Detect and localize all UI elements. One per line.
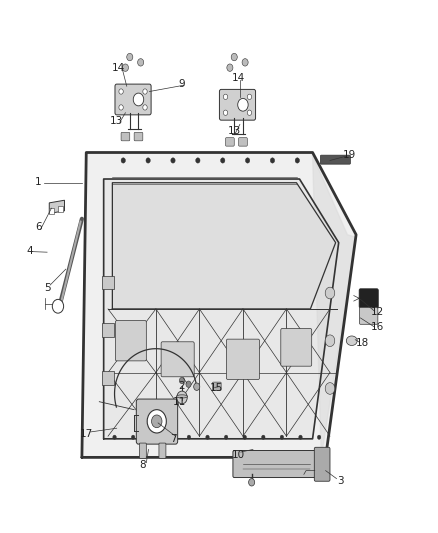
Circle shape (325, 287, 335, 299)
Circle shape (143, 105, 147, 110)
Bar (102, 276, 114, 289)
Circle shape (223, 94, 228, 100)
FancyBboxPatch shape (321, 155, 350, 164)
Text: 19: 19 (343, 150, 356, 160)
Bar (102, 371, 114, 385)
Circle shape (227, 64, 233, 71)
Text: 11: 11 (173, 397, 187, 407)
Circle shape (113, 435, 116, 439)
Text: 7: 7 (170, 434, 177, 444)
Text: 17: 17 (80, 429, 93, 439)
FancyBboxPatch shape (212, 382, 221, 391)
Circle shape (242, 59, 248, 66)
Circle shape (223, 110, 228, 115)
Circle shape (119, 89, 123, 94)
Circle shape (261, 435, 265, 439)
Circle shape (146, 158, 150, 163)
Circle shape (186, 381, 191, 387)
Text: 18: 18 (356, 338, 369, 349)
Circle shape (177, 391, 187, 404)
Circle shape (221, 158, 225, 163)
FancyBboxPatch shape (121, 132, 130, 141)
Circle shape (325, 383, 335, 394)
Circle shape (206, 435, 209, 439)
Circle shape (299, 435, 302, 439)
FancyBboxPatch shape (139, 443, 146, 458)
FancyBboxPatch shape (281, 328, 312, 366)
Polygon shape (104, 179, 339, 439)
Text: 9: 9 (179, 78, 185, 88)
FancyBboxPatch shape (226, 138, 234, 146)
Circle shape (325, 335, 335, 346)
Ellipse shape (346, 336, 357, 345)
Circle shape (270, 158, 275, 163)
Circle shape (119, 105, 123, 110)
Circle shape (243, 435, 247, 439)
Text: 5: 5 (44, 282, 50, 293)
Circle shape (171, 158, 175, 163)
Circle shape (247, 110, 252, 115)
Text: 12: 12 (371, 306, 385, 317)
Text: 15: 15 (210, 383, 223, 393)
Circle shape (194, 383, 200, 390)
Bar (49, 208, 54, 214)
Polygon shape (82, 152, 356, 457)
Circle shape (152, 415, 162, 427)
Circle shape (238, 99, 248, 111)
FancyBboxPatch shape (116, 320, 146, 361)
Circle shape (245, 158, 250, 163)
FancyBboxPatch shape (159, 443, 166, 458)
Circle shape (131, 435, 135, 439)
Circle shape (122, 64, 128, 71)
Text: 3: 3 (338, 477, 344, 486)
Circle shape (318, 435, 321, 439)
Polygon shape (313, 155, 356, 457)
FancyBboxPatch shape (360, 308, 378, 324)
Text: 1: 1 (35, 176, 42, 187)
Circle shape (143, 89, 147, 94)
Circle shape (231, 53, 237, 61)
FancyBboxPatch shape (115, 84, 151, 115)
Text: 14: 14 (232, 73, 245, 83)
FancyBboxPatch shape (226, 339, 259, 379)
Circle shape (196, 158, 200, 163)
FancyBboxPatch shape (134, 132, 143, 141)
Text: 10: 10 (232, 450, 245, 460)
Circle shape (280, 435, 284, 439)
Text: 13: 13 (110, 116, 124, 126)
Circle shape (52, 300, 64, 313)
Bar (102, 323, 114, 337)
Circle shape (127, 53, 133, 61)
Circle shape (150, 435, 153, 439)
Text: 16: 16 (371, 322, 385, 333)
Circle shape (180, 377, 185, 384)
Text: 4: 4 (26, 246, 33, 256)
Circle shape (147, 410, 166, 433)
Circle shape (295, 158, 300, 163)
Circle shape (224, 435, 228, 439)
Text: 14: 14 (112, 63, 126, 72)
Circle shape (133, 93, 144, 106)
FancyBboxPatch shape (161, 342, 194, 377)
Circle shape (187, 435, 191, 439)
Ellipse shape (177, 395, 187, 398)
Circle shape (247, 94, 252, 100)
Polygon shape (49, 200, 64, 214)
Text: 6: 6 (35, 222, 42, 232)
FancyBboxPatch shape (136, 399, 178, 444)
Circle shape (249, 479, 254, 486)
Text: 8: 8 (140, 461, 146, 470)
Circle shape (138, 59, 144, 66)
Bar (57, 206, 63, 213)
FancyBboxPatch shape (314, 447, 330, 481)
Polygon shape (113, 183, 336, 309)
Circle shape (169, 435, 172, 439)
FancyBboxPatch shape (233, 450, 329, 478)
Circle shape (121, 158, 125, 163)
FancyBboxPatch shape (239, 138, 247, 146)
FancyBboxPatch shape (359, 289, 378, 308)
Text: 2: 2 (179, 381, 185, 391)
FancyBboxPatch shape (219, 90, 255, 120)
Text: 13: 13 (228, 126, 241, 136)
